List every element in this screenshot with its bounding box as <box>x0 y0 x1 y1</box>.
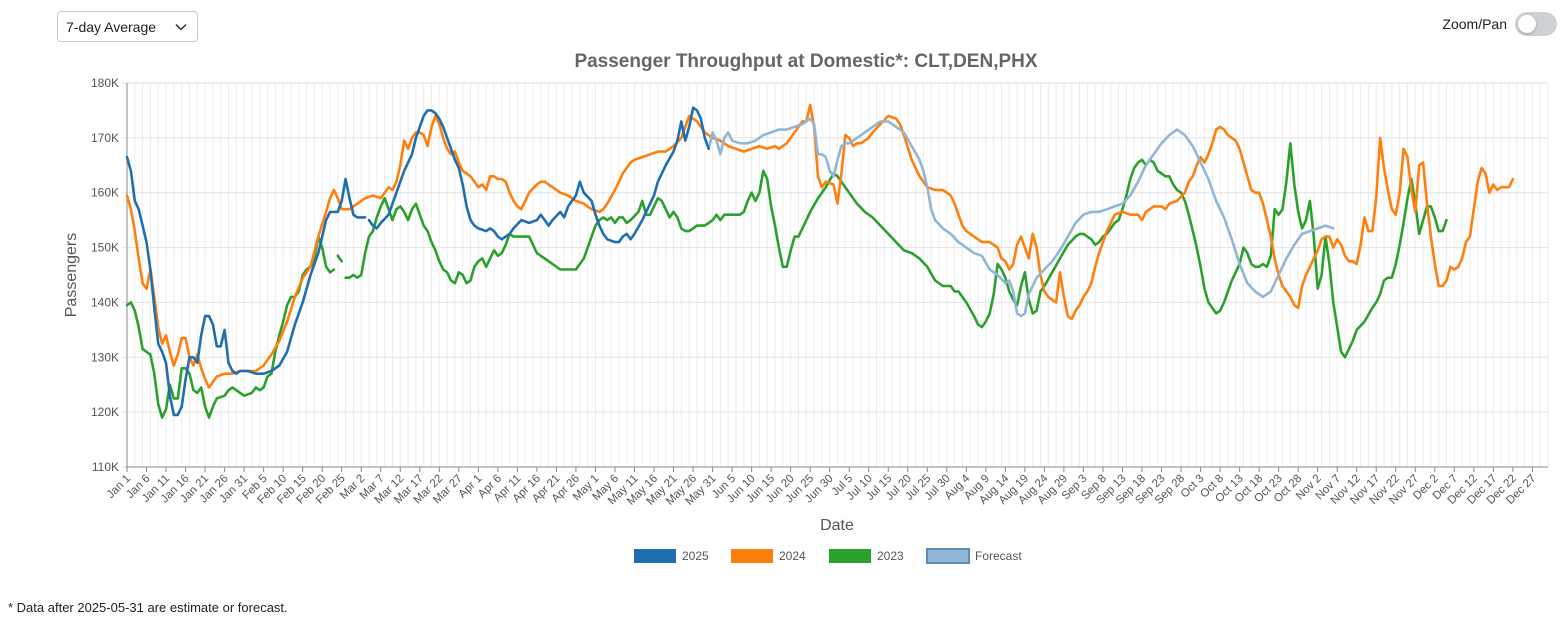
legend-swatch-forecast[interactable] <box>926 548 970 564</box>
y-tick-label: 120K <box>91 405 119 419</box>
y-tick-label: 180K <box>91 76 119 90</box>
average-select[interactable]: 7-day Average <box>57 11 198 42</box>
footnote: * Data after 2025-05-31 are estimate or … <box>8 600 288 615</box>
series-line-2023 <box>336 254 343 263</box>
chart-title: Passenger Throughput at Domestic*: CLT,D… <box>574 51 1037 72</box>
legend-swatch-2025[interactable] <box>634 549 676 563</box>
chart-legend: 2025 2024 2023 Forecast <box>634 548 1022 564</box>
y-tick-label: 110K <box>92 460 119 474</box>
chart-grid <box>122 82 1549 468</box>
series-line-2025 <box>367 106 710 244</box>
series-line-2025 <box>125 155 367 417</box>
legend-label-2024[interactable]: 2024 <box>779 549 806 563</box>
x-axis-label: Date <box>820 517 854 534</box>
legend-swatch-2024[interactable] <box>731 549 773 563</box>
zoom-pan-toggle[interactable] <box>1515 12 1557 36</box>
y-tick-label: 150K <box>91 241 119 255</box>
legend-label-2025[interactable]: 2025 <box>682 549 709 563</box>
toggle-knob <box>1518 15 1536 33</box>
zoom-pan-control: Zoom/Pan <box>1442 12 1557 36</box>
y-axis-label: Passengers <box>63 233 80 318</box>
y-tick-label: 140K <box>91 295 119 309</box>
average-select-value: 7-day Average <box>66 18 157 35</box>
legend-label-forecast[interactable]: Forecast <box>975 549 1022 563</box>
y-tick-label: 160K <box>91 186 119 200</box>
series-line-forecast <box>707 117 1335 318</box>
zoom-pan-label: Zoom/Pan <box>1442 16 1507 32</box>
y-tick-label: 170K <box>91 131 119 145</box>
chart-axes <box>126 83 1548 468</box>
y-tick-labels: 110K 120K 130K 140K 150K 160K 170K 180K <box>91 76 119 474</box>
y-tick-label: 130K <box>91 350 119 364</box>
series-line-2023 <box>344 142 1448 359</box>
chevron-down-icon <box>175 23 187 31</box>
series-lines <box>125 103 1515 419</box>
series-line-2024 <box>125 103 1515 389</box>
legend-label-2023[interactable]: 2023 <box>877 549 904 563</box>
legend-swatch-2023[interactable] <box>829 549 871 563</box>
